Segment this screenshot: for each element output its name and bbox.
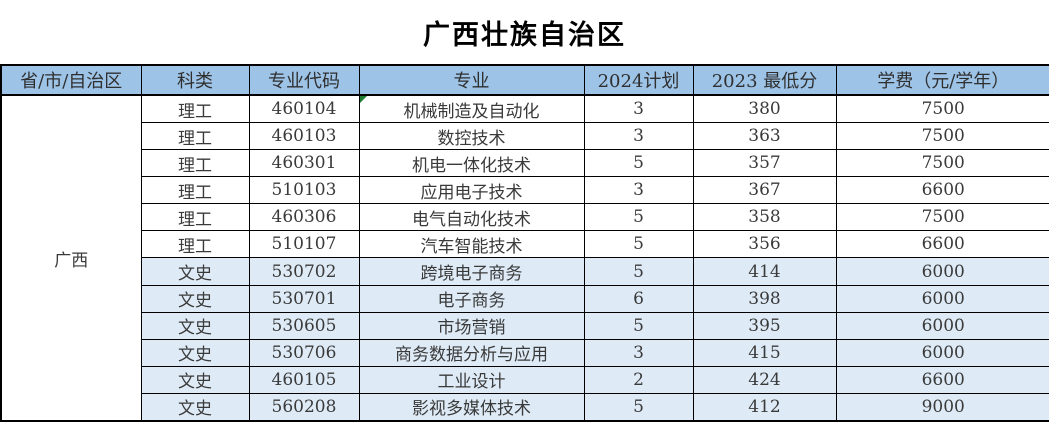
table-row: 文史 460105 工业设计 2 424 6600	[1, 365, 1049, 394]
table-row: 文史 530605 市场营销 5 395 6000	[1, 311, 1049, 340]
code-cell: 460105	[248, 365, 360, 394]
score-cell: 398	[692, 284, 837, 313]
category-cell: 理工	[140, 122, 250, 151]
table-row: 理工 510103 应用电子技术 3 367 6600	[1, 176, 1049, 205]
score-cell: 367	[692, 176, 837, 205]
plan-cell: 3	[583, 122, 694, 151]
tuition-cell: 6000	[835, 338, 1049, 367]
major-cell: 应用电子技术	[358, 176, 585, 205]
plan-cell: 5	[583, 149, 694, 178]
score-cell: 412	[692, 392, 837, 422]
title-bar: 广西壮族自治区	[0, 0, 1049, 64]
col-header-major: 专业	[358, 64, 585, 96]
col-header-tuition: 学费（元/学年）	[835, 64, 1049, 96]
table-row: 文史 560208 影视多媒体技术 5 412 9000	[1, 392, 1049, 422]
region-cell: 广西	[0, 94, 142, 422]
table-row: 理工 460103 数控技术 3 363 7500	[1, 122, 1049, 151]
tuition-cell: 9000	[835, 392, 1049, 422]
score-cell: 415	[692, 338, 837, 367]
plan-cell: 3	[583, 94, 694, 124]
score-cell: 363	[692, 122, 837, 151]
score-cell: 357	[692, 149, 837, 178]
tuition-cell: 6000	[835, 284, 1049, 313]
score-cell: 358	[692, 203, 837, 232]
table-row: 文史 530702 跨境电子商务 5 414 6000	[1, 257, 1049, 286]
code-cell: 460104	[248, 94, 360, 124]
table-row: 理工 460306 电气自动化技术 5 358 7500	[1, 203, 1049, 232]
code-cell: 530701	[248, 284, 360, 313]
score-cell: 395	[692, 311, 837, 340]
score-cell: 356	[692, 230, 837, 259]
table-row: 理工 460301 机电一体化技术 5 357 7500	[1, 149, 1049, 178]
major-cell: 市场营销	[358, 311, 585, 340]
category-cell: 文史	[140, 338, 250, 367]
category-cell: 理工	[140, 94, 250, 124]
col-header-min-score-2023: 2023 最低分	[692, 64, 837, 96]
tuition-cell: 7500	[835, 203, 1049, 232]
code-cell: 510103	[248, 176, 360, 205]
tuition-cell: 6000	[835, 257, 1049, 286]
score-cell: 380	[692, 94, 837, 124]
category-cell: 理工	[140, 149, 250, 178]
major-cell: 工业设计	[358, 365, 585, 394]
col-header-region: 省/市/自治区	[0, 64, 142, 96]
header-row: 省/市/自治区 科类 专业代码 专业 2024计划 2023 最低分 学费（元/…	[0, 64, 1049, 96]
table-row: 广西 理工 460104 机械制造及自动化 3 380 7500	[0, 94, 1049, 422]
page-title: 广西壮族自治区	[423, 19, 626, 51]
code-cell: 460103	[248, 122, 360, 151]
tuition-cell: 6600	[835, 230, 1049, 259]
category-cell: 文史	[140, 365, 250, 394]
major-cell: 机电一体化技术	[358, 149, 585, 178]
major-cell: 跨境电子商务	[358, 257, 585, 286]
category-cell: 理工	[140, 176, 250, 205]
code-cell: 530706	[248, 338, 360, 367]
plan-cell: 5	[583, 311, 694, 340]
category-cell: 文史	[140, 284, 250, 313]
tuition-cell: 6600	[835, 176, 1049, 205]
major-cell: 电气自动化技术	[358, 203, 585, 232]
category-cell: 文史	[140, 392, 250, 422]
plan-cell: 5	[583, 230, 694, 259]
tuition-cell: 6000	[835, 311, 1049, 340]
tuition-cell: 6600	[835, 365, 1049, 394]
major-cell: 数控技术	[358, 122, 585, 151]
plan-cell: 3	[583, 338, 694, 367]
col-header-plan-2024: 2024计划	[583, 64, 694, 96]
tuition-cell: 7500	[835, 122, 1049, 151]
table-row: 理工 510107 汽车智能技术 5 356 6600	[1, 230, 1049, 259]
code-cell: 530605	[248, 311, 360, 340]
category-cell: 理工	[140, 230, 250, 259]
category-cell: 文史	[140, 311, 250, 340]
major-cell: 影视多媒体技术	[358, 392, 585, 422]
col-header-category: 科类	[140, 64, 250, 96]
category-cell: 理工	[140, 203, 250, 232]
table-row: 文史 530701 电子商务 6 398 6000	[1, 284, 1049, 313]
plan-cell: 3	[583, 176, 694, 205]
major-label: 机械制造及自动化	[403, 101, 540, 122]
major-cell: 商务数据分析与应用	[358, 338, 585, 367]
admissions-table: 省/市/自治区 科类 专业代码 专业 2024计划 2023 最低分 学费（元/…	[0, 64, 1049, 422]
plan-cell: 5	[583, 257, 694, 286]
major-cell: 机械制造及自动化	[358, 94, 585, 124]
code-cell: 510107	[248, 230, 360, 259]
table-row: 文史 530706 商务数据分析与应用 3 415 6000	[1, 338, 1049, 367]
code-cell: 460306	[248, 203, 360, 232]
plan-cell: 6	[583, 284, 694, 313]
tuition-cell: 7500	[835, 149, 1049, 178]
score-cell: 414	[692, 257, 837, 286]
col-header-major-code: 专业代码	[248, 64, 360, 96]
plan-cell: 2	[583, 365, 694, 394]
major-cell: 电子商务	[358, 284, 585, 313]
category-cell: 文史	[140, 257, 250, 286]
code-cell: 530702	[248, 257, 360, 286]
plan-cell: 5	[583, 392, 694, 422]
code-cell: 560208	[248, 392, 360, 422]
plan-cell: 5	[583, 203, 694, 232]
green-corner-flag-icon	[360, 96, 367, 103]
code-cell: 460301	[248, 149, 360, 178]
tuition-cell: 7500	[835, 94, 1049, 124]
score-cell: 424	[692, 365, 837, 394]
major-cell: 汽车智能技术	[358, 230, 585, 259]
